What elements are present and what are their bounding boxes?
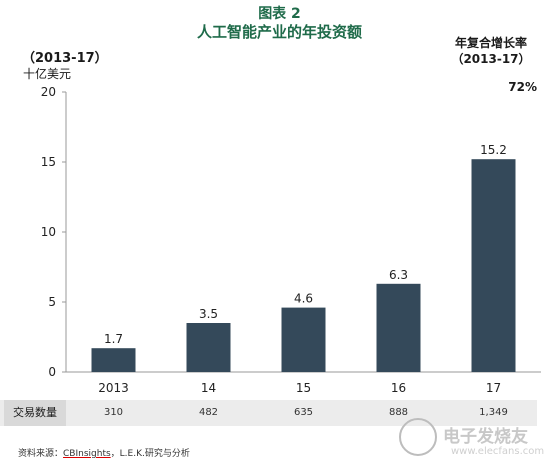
deal-count-header: 交易数量 [4, 400, 66, 426]
deal-count-cell: 635 [293, 407, 314, 418]
x-tick-label: 15 [296, 381, 311, 395]
bar-value-label: 6.3 [389, 268, 408, 282]
source-note: 资料来源：CBInsights，L.E.K.研究与分析 [18, 446, 190, 459]
figure-label: 图表 2 [258, 6, 301, 22]
period-label: （2013-17） [22, 51, 108, 66]
deal-count-cell: 482 [198, 407, 219, 418]
deal-count-cell: 1,349 [479, 407, 508, 418]
x-tick-label: 17 [486, 381, 501, 395]
y-tick-label: 5 [48, 295, 56, 309]
watermark-logo-icon [399, 418, 437, 456]
bar [471, 159, 516, 372]
x-tick-label: 14 [201, 381, 216, 395]
bar-chart: 0 5 10 15 20 1.7 2013 3.5 14 4.6 15 6.3 16 15.2 17 [41, 85, 541, 395]
source-rest: ，L.E.K.研究与分析 [110, 449, 190, 459]
bar-value-label: 3.5 [199, 307, 218, 321]
y-tick-label: 0 [48, 365, 56, 379]
bar-value-label: 4.6 [294, 292, 313, 306]
bar-value-label: 1.7 [104, 332, 123, 346]
bar [376, 283, 421, 372]
chart-title: 人工智能产业的年投资额 [196, 23, 362, 41]
x-tick-label: 16 [391, 381, 406, 395]
y-tick-label: 10 [41, 225, 56, 239]
y-tick-label: 15 [41, 155, 56, 169]
bar-value-label: 15.2 [480, 143, 507, 157]
deal-count-row [0, 400, 537, 426]
cagr-label-line2: （2013-17） [451, 52, 531, 66]
y-axis-unit: 十亿美元 [23, 67, 72, 81]
source-cbinsights: CBInsights [63, 449, 111, 459]
y-tick-label: 20 [41, 85, 56, 99]
deal-count-cell: 310 [103, 407, 124, 418]
bar [91, 348, 136, 372]
watermark-text: 电子发烧友 [443, 427, 528, 447]
source-prefix: 资料来源： [18, 449, 64, 459]
cagr-label-line1: 年复合增长率 [454, 36, 527, 50]
watermark: 电子发烧友 www.elecfans.com [399, 412, 549, 464]
cagr-value: 72% [508, 80, 537, 94]
x-tick-label: 2013 [98, 381, 129, 395]
deal-count-cell: 888 [388, 407, 409, 418]
watermark-url: www.elecfans.com [451, 446, 545, 457]
cagr-label: 年复合增长率 （2013-17） [431, 35, 551, 67]
bar [281, 307, 326, 372]
bar [186, 323, 231, 372]
